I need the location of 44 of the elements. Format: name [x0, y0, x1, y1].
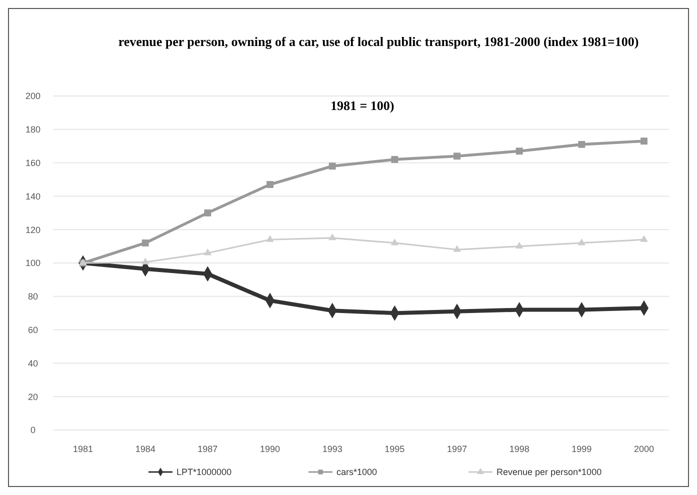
- y-tick-label: 60: [28, 324, 38, 335]
- y-tick-label: 180: [25, 124, 41, 135]
- y-tick-label: 100: [25, 258, 41, 268]
- x-tick-label: 1990: [260, 444, 280, 454]
- point: [328, 162, 336, 170]
- point: [142, 239, 149, 246]
- point: [266, 235, 274, 242]
- point: [453, 245, 461, 252]
- y-tick-label: 160: [25, 158, 41, 168]
- chart-subtitle: 1981 = 100): [330, 98, 394, 113]
- point: [640, 138, 648, 145]
- x-tick-label: 1987: [198, 444, 218, 454]
- x-tick-label: 1995: [384, 444, 405, 454]
- y-tick-label: 140: [25, 191, 41, 202]
- point: [204, 209, 212, 216]
- point: [391, 156, 398, 163]
- x-tick-label: 1984: [135, 444, 156, 454]
- x-tick-label: 1997: [446, 444, 468, 454]
- x-tick-label: 1993: [322, 444, 342, 454]
- y-tick-label: 80: [28, 292, 38, 302]
- point: [204, 248, 212, 256]
- y-tick-label: 120: [25, 224, 41, 235]
- point: [328, 233, 336, 240]
- x-tick-label: 1981: [72, 444, 94, 454]
- x-tick-label: 1998: [509, 444, 530, 454]
- legend-label: Revenue per person*1000: [496, 467, 602, 478]
- y-tick-label: 20: [28, 392, 38, 402]
- point: [141, 258, 150, 264]
- legend-label: LPT*1000000: [176, 467, 232, 478]
- point: [578, 140, 586, 148]
- point: [640, 235, 648, 242]
- point: [516, 148, 523, 155]
- point: [390, 238, 399, 246]
- x-tick-label: 2000: [634, 444, 654, 454]
- x-tick-label: 1999: [572, 444, 592, 454]
- point: [266, 181, 274, 188]
- point: [578, 238, 586, 246]
- point: [515, 242, 524, 249]
- legend-label: cars*1000: [336, 467, 378, 478]
- y-tick-label: 200: [25, 91, 41, 102]
- chart-title: revenue per person, owning of a car, use of local public transport, 1981-2000 (index 1981=100): [118, 34, 639, 49]
- y-tick-label: 40: [28, 358, 38, 368]
- y-tick-label: 0: [30, 425, 36, 436]
- point: [454, 152, 460, 160]
